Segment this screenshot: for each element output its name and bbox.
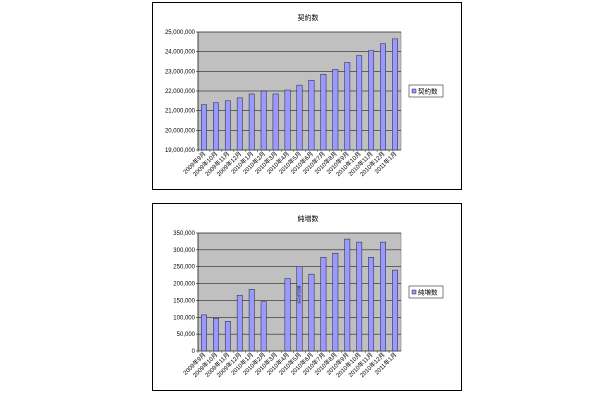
net-increase-ytick-label: 50,000 <box>177 332 196 338</box>
contracts-bar <box>213 102 219 151</box>
contracts-ytick-label: 19,000,000 <box>165 148 196 154</box>
chart-net-increase: 純増数 0 50,000 100,000 150,000 200,000 250,000 30… <box>152 203 462 391</box>
net-increase-ytick-label: 300,000 <box>173 248 195 254</box>
contracts-bar <box>224 100 231 151</box>
net-increase-ytick-label: 0 <box>192 349 196 355</box>
net-increase-annotation: 集計方法 <box>296 285 302 306</box>
net-increase-ytick-label: 250,000 <box>173 265 195 271</box>
net-increase-bar <box>368 257 375 352</box>
contracts-bar <box>320 74 327 151</box>
contracts-bar <box>236 97 243 151</box>
contracts-legend-label: 契約数 <box>418 87 438 96</box>
contracts-bar <box>296 84 303 151</box>
net-increase-bar <box>356 241 363 352</box>
contracts-ytick-label: 23,000,000 <box>165 69 196 75</box>
net-increase-bar <box>380 241 386 352</box>
contracts-bar <box>248 93 255 151</box>
net-increase-legend-box <box>408 285 444 299</box>
contracts-bar <box>380 43 386 151</box>
contracts-bar <box>368 50 375 151</box>
net-increase-bar <box>344 238 351 352</box>
net-increase-bar <box>213 318 219 352</box>
contracts-title: 契約数 <box>298 13 319 22</box>
net-increase-legend-swatch <box>411 289 417 295</box>
chart-contracts: 契約数 19,000,000 20,000,000 21,000,000 22,000,… <box>152 2 462 190</box>
net-increase-bar <box>248 289 255 352</box>
contracts-bar <box>272 93 279 151</box>
contracts-legend-box <box>408 84 444 98</box>
net-increase-bar <box>296 266 303 352</box>
net-increase-bar <box>308 273 315 352</box>
net-increase-ytick-label: 150,000 <box>173 298 195 304</box>
contracts-ytick-label: 21,000,000 <box>165 109 196 115</box>
contracts-ytick-label: 24,000,000 <box>165 50 196 56</box>
contracts-bar <box>332 69 339 151</box>
net-increase-bar <box>224 321 231 352</box>
net-increase-bar <box>236 295 243 352</box>
contracts-bar <box>260 90 267 151</box>
net-increase-bar <box>320 257 327 352</box>
net-increase-bar <box>332 253 339 352</box>
net-increase-bar <box>392 269 398 352</box>
contracts-legend-swatch <box>411 88 417 94</box>
contracts-ytick-label: 25,000,000 <box>165 30 196 36</box>
net-increase-bar <box>201 314 207 352</box>
chart-net-increase-svg: 純増数 0 50,000 100,000 150,000 200,000 250,000 30… <box>173 214 444 379</box>
net-increase-ytick-label: 350,000 <box>173 231 195 237</box>
contracts-bar <box>308 79 315 151</box>
contracts-bar <box>344 62 351 151</box>
chart-contracts-svg: 契約数 19,000,000 20,000,000 21,000,000 22,000,… <box>165 13 444 178</box>
contracts-bar <box>201 104 207 151</box>
net-increase-ytick-label: 100,000 <box>173 315 195 321</box>
contracts-ytick-label: 20,000,000 <box>165 128 196 134</box>
net-increase-legend-label: 純増数 <box>418 288 438 297</box>
contracts-ytick-label: 22,000,000 <box>165 89 196 95</box>
contracts-bar <box>356 55 363 151</box>
net-increase-bar <box>284 278 291 352</box>
contracts-bar <box>284 89 291 151</box>
net-increase-ytick-label: 200,000 <box>173 282 195 288</box>
contracts-bar <box>392 38 398 151</box>
net-increase-bar <box>260 301 267 352</box>
net-increase-title: 純増数 <box>298 214 319 223</box>
